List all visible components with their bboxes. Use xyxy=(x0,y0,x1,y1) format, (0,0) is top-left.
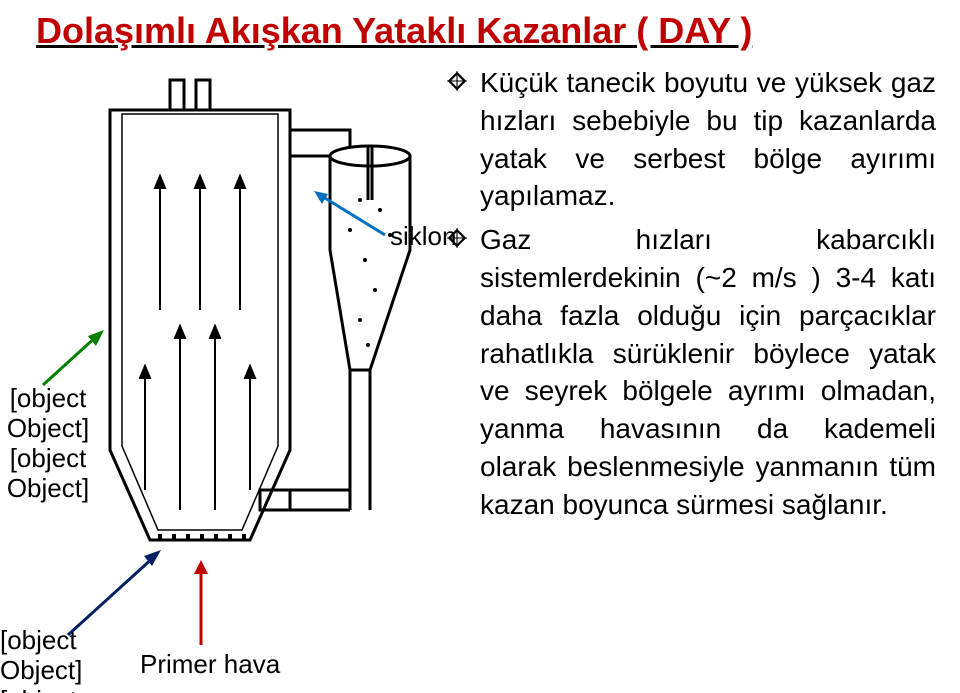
label-yanma-odasi: [object Object] [object Object] xyxy=(0,384,96,504)
title-text: Dolaşımlı Akışkan Yataklı Kazanlar ( DAY… xyxy=(36,10,752,51)
boiler-diagram xyxy=(50,70,450,630)
diamond-bullet-icon xyxy=(446,70,468,92)
diamond-bullet-icon xyxy=(446,227,468,249)
bullet-text: Küçük tanecik boyutu ve yüksek gaz hızla… xyxy=(480,67,936,211)
arrow-siklon xyxy=(310,190,390,240)
diagram-svg xyxy=(50,70,450,630)
bullet-text: Gaz hızları kabarcıklı sistemlerdekinin … xyxy=(480,224,936,520)
page-title: Dolaşımlı Akışkan Yataklı Kazanlar ( DAY… xyxy=(36,10,752,52)
bullet-item: Küçük tanecik boyutu ve yüksek gaz hızla… xyxy=(446,64,936,215)
bullet-list: Küçük tanecik boyutu ve yüksek gaz hızla… xyxy=(446,64,936,530)
label-primer-hava: Primer hava xyxy=(140,650,280,680)
arrow-primer xyxy=(186,560,216,650)
bullet-item: Gaz hızları kabarcıklı sistemlerdekinin … xyxy=(446,221,936,523)
label-nozul-tabani: [object Object] [object Object] xyxy=(0,626,90,693)
arrow-yanma xyxy=(38,330,108,390)
